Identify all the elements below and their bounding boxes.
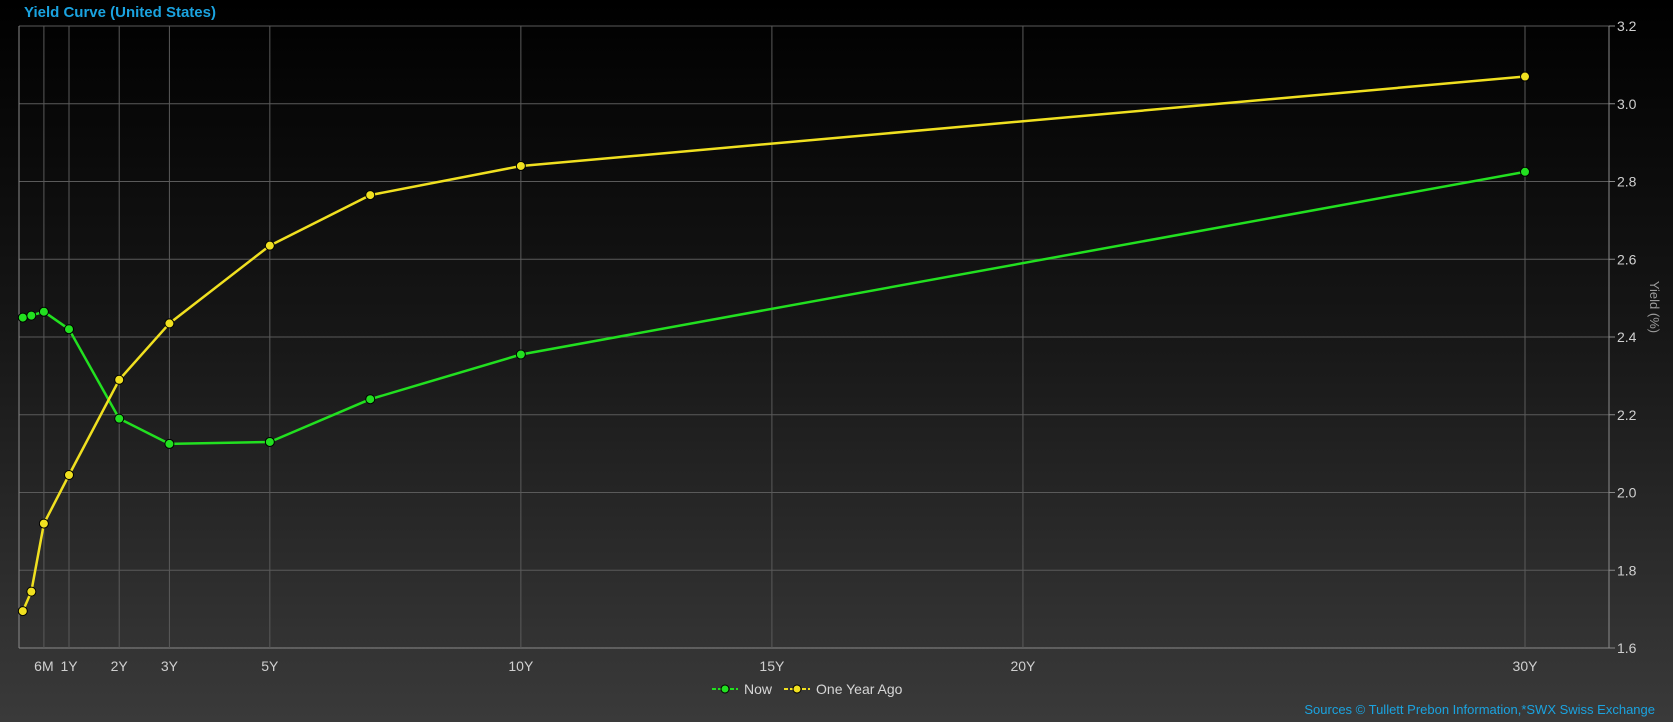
sources-credit[interactable]: Sources © Tullett Prebon Information,*SW… — [1304, 702, 1655, 717]
x-tick-label: 30Y — [1513, 658, 1539, 674]
legend-marker-now — [712, 684, 738, 694]
legend-item-now[interactable]: Now — [712, 681, 772, 697]
data-point — [515, 349, 526, 360]
legend-label-now: Now — [744, 681, 773, 697]
data-point — [365, 190, 376, 201]
data-point — [264, 240, 275, 251]
y-tick-label: 2.2 — [1617, 407, 1637, 423]
data-point — [64, 324, 74, 335]
data-point — [365, 394, 376, 405]
y-tick-label: 1.8 — [1617, 562, 1637, 578]
data-point — [17, 312, 28, 323]
axis-layer: 1.6 1.8 2.0 2.2 2.4 2.6 2.8 3.0 3.2 6M 1Y 2Y 3Y 5Y 10Y… — [18, 18, 1637, 674]
data-point — [64, 470, 74, 481]
data-point — [164, 438, 175, 449]
data-point — [114, 413, 125, 424]
data-point — [515, 160, 526, 171]
legend-label-one-year-ago: One Year Ago — [816, 681, 903, 697]
series-line-1 — [21, 75, 1526, 612]
data-point — [164, 318, 175, 329]
y-tick-label: 2.0 — [1617, 485, 1637, 501]
x-tick-label: 2Y — [111, 658, 129, 674]
data-point — [26, 586, 37, 597]
data-point — [114, 374, 125, 385]
legend-item-one-year-ago[interactable]: One Year Ago — [784, 681, 902, 697]
data-point — [26, 310, 37, 321]
data-point — [1520, 71, 1530, 82]
x-tick-label: 15Y — [759, 658, 785, 674]
series-layer — [17, 71, 1530, 617]
x-tick-label: 20Y — [1010, 658, 1036, 674]
legend-marker-one-year-ago — [784, 684, 811, 694]
data-point — [38, 306, 49, 317]
y-axis-title: Yield (%) — [1647, 281, 1662, 333]
legend: Now One Year Ago — [712, 681, 914, 697]
data-point — [17, 606, 28, 617]
y-tick-label: 2.8 — [1617, 174, 1637, 190]
y-tick-label: 3.2 — [1617, 18, 1637, 34]
x-tick-label: 5Y — [261, 658, 279, 674]
y-tick-label: 2.4 — [1617, 329, 1637, 345]
chart-title: Yield Curve (United States) — [24, 4, 216, 21]
x-tick-label: 1Y — [60, 658, 78, 674]
y-tick-label: 2.6 — [1617, 251, 1637, 267]
data-point — [1520, 166, 1530, 177]
data-point — [264, 436, 275, 447]
x-tick-label: 6M — [34, 658, 53, 674]
series-line-0 — [22, 170, 1526, 446]
y-tick-label: 1.6 — [1617, 640, 1637, 656]
x-tick-label: 10Y — [508, 658, 534, 674]
grid-layer — [19, 25, 1609, 649]
data-point — [38, 518, 49, 529]
y-tick-label: 3.0 — [1617, 96, 1637, 112]
x-tick-label: 3Y — [161, 658, 179, 674]
